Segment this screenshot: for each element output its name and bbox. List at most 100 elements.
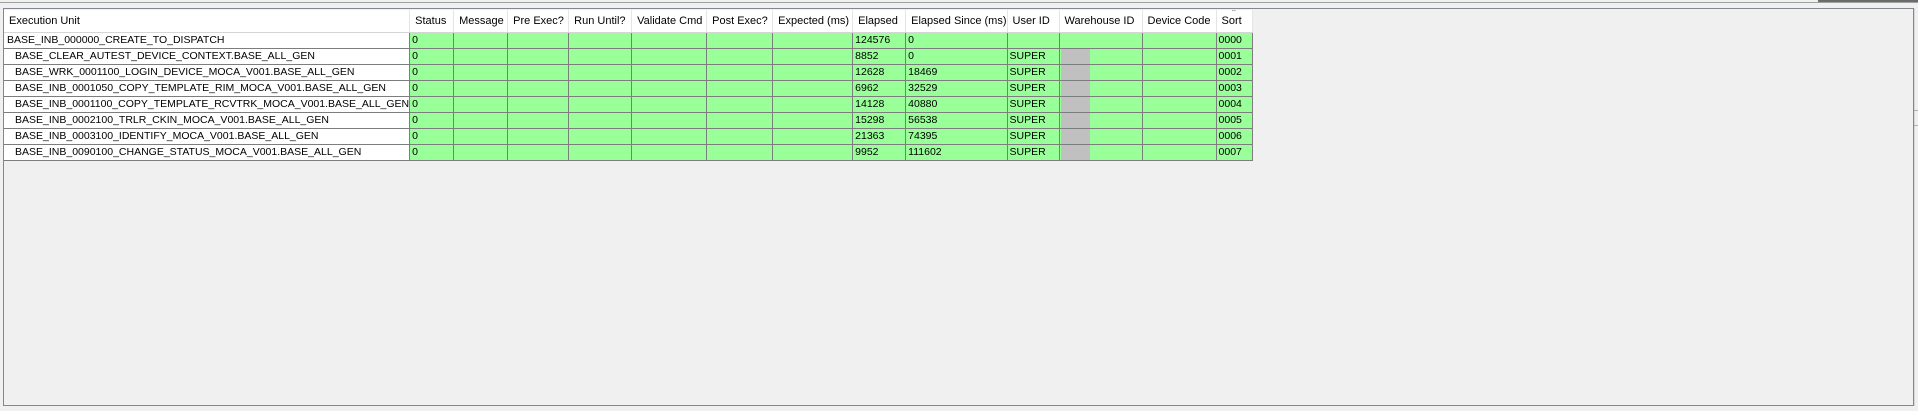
cell-since[interactable]: 0 xyxy=(905,32,1008,49)
col-header-sort[interactable]: ⌃ Sort xyxy=(1216,10,1253,33)
table-row[interactable]: BASE_WRK_0001100_LOGIN_DEVICE_MOCA_V001.… xyxy=(4,64,1253,81)
cell-status[interactable]: 0 xyxy=(409,96,455,113)
cell-expected[interactable] xyxy=(772,144,854,161)
col-header-warehouse-id[interactable]: Warehouse ID xyxy=(1059,10,1143,33)
cell-message[interactable] xyxy=(453,144,509,161)
cell-post[interactable] xyxy=(706,64,774,81)
cell-run[interactable] xyxy=(568,96,633,113)
cell-status[interactable]: 0 xyxy=(409,112,455,129)
col-header-elapsed[interactable]: Elapsed xyxy=(852,10,907,33)
cell-run[interactable] xyxy=(568,144,633,161)
cell-pre[interactable] xyxy=(507,48,570,65)
cell-message[interactable] xyxy=(453,48,509,65)
cell-post[interactable] xyxy=(706,80,774,97)
cell-pre[interactable] xyxy=(507,144,570,161)
cell-user[interactable]: SUPER xyxy=(1007,64,1060,81)
cell-run[interactable] xyxy=(568,48,633,65)
cell-validate[interactable] xyxy=(631,128,708,145)
cell-sort[interactable]: 0006 xyxy=(1216,128,1253,145)
table-row[interactable]: BASE_INB_0090100_CHANGE_STATUS_MOCA_V001… xyxy=(4,144,1253,161)
cell-sort[interactable]: 0002 xyxy=(1216,64,1253,81)
cell-expected[interactable] xyxy=(772,96,854,113)
cell-since[interactable]: 32529 xyxy=(905,80,1008,97)
col-header-expected[interactable]: Expected (ms) xyxy=(772,10,854,33)
cell-execution-unit[interactable]: BASE_INB_0003100_IDENTIFY_MOCA_V001.BASE… xyxy=(4,128,411,145)
cell-expected[interactable] xyxy=(772,64,854,81)
cell-pre[interactable] xyxy=(507,96,570,113)
cell-execution-unit[interactable]: BASE_INB_000000_CREATE_TO_DISPATCH xyxy=(4,32,411,49)
cell-validate[interactable] xyxy=(631,144,708,161)
cell-device[interactable] xyxy=(1142,80,1217,97)
cell-user[interactable]: SUPER xyxy=(1007,128,1060,145)
cell-validate[interactable] xyxy=(631,96,708,113)
table-row[interactable]: BASE_CLEAR_AUTEST_DEVICE_CONTEXT.BASE_AL… xyxy=(4,48,1253,65)
cell-elapsed[interactable]: 21363 xyxy=(852,128,907,145)
cell-device[interactable] xyxy=(1142,144,1217,161)
cell-run[interactable] xyxy=(568,64,633,81)
col-header-elapsed-since[interactable]: Elapsed Since (ms) xyxy=(905,10,1008,33)
cell-user[interactable]: SUPER xyxy=(1007,144,1060,161)
cell-since[interactable]: 56538 xyxy=(905,112,1008,129)
cell-sort[interactable]: 0004 xyxy=(1216,96,1253,113)
cell-device[interactable] xyxy=(1142,112,1217,129)
cell-expected[interactable] xyxy=(772,112,854,129)
table-row[interactable]: BASE_INB_0001050_COPY_TEMPLATE_RIM_MOCA_… xyxy=(4,80,1253,97)
cell-user[interactable]: SUPER xyxy=(1007,48,1060,65)
col-header-user-id[interactable]: User ID xyxy=(1007,10,1060,33)
cell-warehouse-id[interactable] xyxy=(1059,128,1143,145)
cell-execution-unit[interactable]: BASE_INB_0001100_COPY_TEMPLATE_RCVTRK_MO… xyxy=(4,96,411,113)
cell-validate[interactable] xyxy=(631,112,708,129)
col-header-run-until[interactable]: Run Until? xyxy=(568,10,633,33)
cell-warehouse-id[interactable] xyxy=(1059,112,1143,129)
cell-device[interactable] xyxy=(1142,64,1217,81)
table-row[interactable]: BASE_INB_0003100_IDENTIFY_MOCA_V001.BASE… xyxy=(4,128,1253,145)
cell-warehouse-id[interactable] xyxy=(1059,64,1143,81)
cell-execution-unit[interactable]: BASE_INB_0090100_CHANGE_STATUS_MOCA_V001… xyxy=(4,144,411,161)
cell-device[interactable] xyxy=(1142,48,1217,65)
cell-elapsed[interactable]: 6962 xyxy=(852,80,907,97)
cell-message[interactable] xyxy=(453,80,509,97)
col-header-status[interactable]: Status xyxy=(409,10,455,33)
cell-run[interactable] xyxy=(568,128,633,145)
cell-status[interactable]: 0 xyxy=(409,144,455,161)
table-row[interactable]: BASE_INB_0002100_TRLR_CKIN_MOCA_V001.BAS… xyxy=(4,112,1253,129)
cell-device[interactable] xyxy=(1142,32,1217,49)
cell-since[interactable]: 18469 xyxy=(905,64,1008,81)
cell-execution-unit[interactable]: BASE_INB_0002100_TRLR_CKIN_MOCA_V001.BAS… xyxy=(4,112,411,129)
cell-message[interactable] xyxy=(453,32,509,49)
cell-since[interactable]: 111602 xyxy=(905,144,1008,161)
cell-elapsed[interactable]: 14128 xyxy=(852,96,907,113)
cell-pre[interactable] xyxy=(507,80,570,97)
cell-warehouse-id[interactable] xyxy=(1059,32,1143,49)
cell-user[interactable]: SUPER xyxy=(1007,112,1060,129)
col-header-validate-cmd[interactable]: Validate Cmd xyxy=(631,10,708,33)
col-header-post-exec[interactable]: Post Exec? xyxy=(706,10,774,33)
right-splitter[interactable] xyxy=(1914,8,1918,406)
cell-warehouse-id[interactable] xyxy=(1059,80,1143,97)
cell-message[interactable] xyxy=(453,128,509,145)
col-header-pre-exec[interactable]: Pre Exec? xyxy=(507,10,570,33)
cell-post[interactable] xyxy=(706,144,774,161)
cell-warehouse-id[interactable] xyxy=(1059,48,1143,65)
cell-device[interactable] xyxy=(1142,128,1217,145)
cell-message[interactable] xyxy=(453,64,509,81)
cell-status[interactable]: 0 xyxy=(409,80,455,97)
cell-validate[interactable] xyxy=(631,80,708,97)
cell-post[interactable] xyxy=(706,128,774,145)
cell-status[interactable]: 0 xyxy=(409,128,455,145)
cell-elapsed[interactable]: 12628 xyxy=(852,64,907,81)
cell-status[interactable]: 0 xyxy=(409,48,455,65)
table-row[interactable]: BASE_INB_000000_CREATE_TO_DISPATCH 0 12457… xyxy=(4,32,1253,49)
cell-pre[interactable] xyxy=(507,64,570,81)
cell-validate[interactable] xyxy=(631,48,708,65)
cell-expected[interactable] xyxy=(772,80,854,97)
cell-since[interactable]: 40880 xyxy=(905,96,1008,113)
cell-warehouse-id[interactable] xyxy=(1059,144,1143,161)
cell-run[interactable] xyxy=(568,80,633,97)
cell-elapsed[interactable]: 124576 xyxy=(852,32,907,49)
cell-since[interactable]: 74395 xyxy=(905,128,1008,145)
cell-execution-unit[interactable]: BASE_WRK_0001100_LOGIN_DEVICE_MOCA_V001.… xyxy=(4,64,411,81)
cell-sort[interactable]: 0001 xyxy=(1216,48,1253,65)
cell-sort[interactable]: 0005 xyxy=(1216,112,1253,129)
cell-message[interactable] xyxy=(453,96,509,113)
